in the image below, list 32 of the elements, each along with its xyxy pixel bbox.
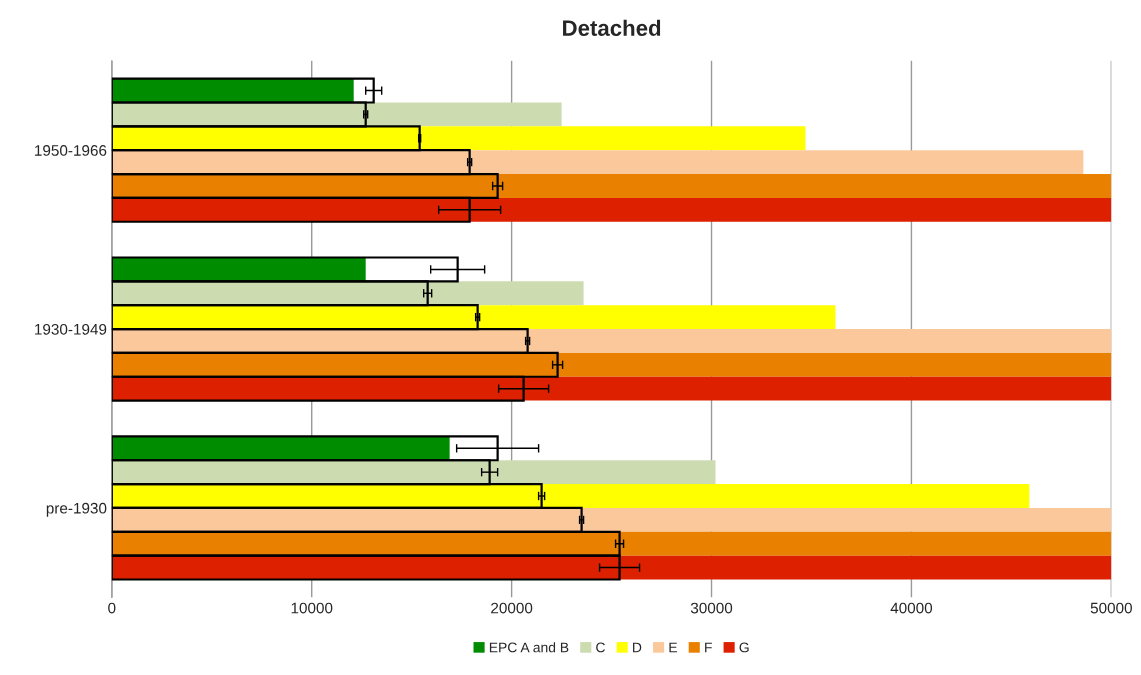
bar xyxy=(111,102,562,127)
x-tick-label: 10000 xyxy=(291,602,333,614)
x-tick-label: 20000 xyxy=(491,602,533,614)
bar xyxy=(111,174,1112,198)
bar xyxy=(111,507,1112,532)
bar xyxy=(111,281,584,306)
chart-title: Detached xyxy=(563,19,661,36)
y-tick-label: pre-1930 xyxy=(46,502,107,517)
legend-label: G xyxy=(739,642,749,653)
bar xyxy=(111,305,836,330)
x-tick-label: 30000 xyxy=(690,602,733,614)
bar xyxy=(111,126,806,151)
legend-label: C xyxy=(596,642,605,653)
bar xyxy=(111,436,450,461)
legend-label: EPC A and B xyxy=(489,642,569,653)
legend-label: E xyxy=(669,642,677,653)
bar xyxy=(111,555,1112,580)
bar xyxy=(111,150,1084,175)
bar xyxy=(111,460,716,485)
bar xyxy=(111,531,1112,556)
legend-label: F xyxy=(705,642,712,653)
x-tick-label: 40000 xyxy=(890,602,933,614)
x-tick-label: 50000 xyxy=(1090,602,1132,614)
bar xyxy=(111,376,1112,401)
y-tick-label: 1930-1949 xyxy=(35,323,107,335)
bar xyxy=(111,197,1112,222)
bar xyxy=(111,484,1030,508)
bar xyxy=(111,352,1112,377)
x-tick-label: 0 xyxy=(108,602,116,614)
legend-label: D xyxy=(633,642,642,653)
y-tick-label: 1950-1966 xyxy=(35,145,107,156)
bar xyxy=(111,329,1112,353)
